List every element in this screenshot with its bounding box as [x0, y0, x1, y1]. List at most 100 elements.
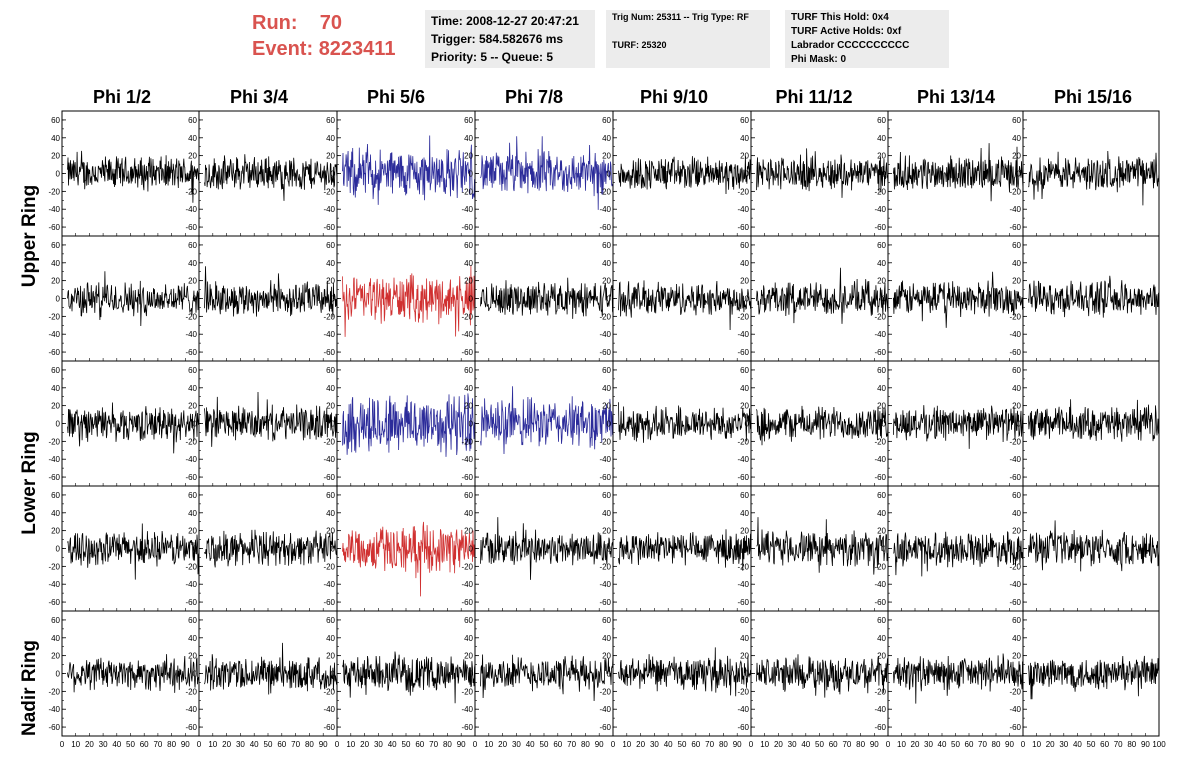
y-tick-label: 60 — [877, 616, 886, 625]
y-tick-label: -60 — [874, 223, 886, 232]
y-tick-label: -60 — [185, 223, 197, 232]
y-tick-label: -20 — [461, 312, 473, 321]
y-tick-label: 40 — [464, 134, 473, 143]
x-tick-label: 60 — [553, 740, 562, 749]
x-tick-label: 0 — [335, 740, 340, 749]
waveform-trace — [756, 148, 889, 198]
run-label: Run: — [252, 12, 298, 34]
y-tick-label: -60 — [737, 223, 749, 232]
y-tick-label: -20 — [599, 437, 611, 446]
x-tick-label: 90 — [1141, 740, 1150, 749]
x-tick-label: 60 — [691, 740, 700, 749]
x-tick-label: 30 — [374, 740, 383, 749]
x-tick-label: 80 — [443, 740, 452, 749]
y-tick-label: 20 — [464, 152, 473, 161]
y-tick-label: 60 — [51, 116, 60, 125]
event-row: Event: 8223411 — [252, 36, 395, 62]
x-tick-label: 20 — [360, 740, 369, 749]
y-tick-label: -60 — [1009, 598, 1021, 607]
x-tick-label: 70 — [705, 740, 714, 749]
time-panel: Time: 2008-12-27 20:47:21 Trigger: 584.5… — [425, 10, 595, 68]
y-tick-label: -60 — [323, 223, 335, 232]
y-tick-label: 0 — [193, 420, 198, 429]
y-tick-label: 40 — [188, 509, 197, 518]
y-tick-label: -60 — [874, 723, 886, 732]
x-tick-label: 10 — [346, 740, 355, 749]
y-tick-label: 40 — [464, 384, 473, 393]
y-tick-label: -40 — [48, 455, 60, 464]
x-tick-label: 70 — [153, 740, 162, 749]
y-tick-label: 60 — [188, 241, 197, 250]
x-tick-label: 10 — [897, 740, 906, 749]
y-tick-label: -60 — [461, 598, 473, 607]
y-tick-label: 20 — [464, 402, 473, 411]
y-tick-label: 0 — [1017, 670, 1022, 679]
y-tick-label: 40 — [464, 259, 473, 268]
x-tick-label: 30 — [788, 740, 797, 749]
waveform-trace — [204, 266, 338, 318]
y-tick-label: -20 — [599, 687, 611, 696]
y-tick-label: 20 — [464, 652, 473, 661]
y-tick-label: 60 — [602, 366, 611, 375]
waveform-trace — [893, 531, 1024, 577]
y-tick-label: 0 — [607, 295, 612, 304]
y-tick-label: 60 — [740, 116, 749, 125]
y-tick-label: 60 — [51, 366, 60, 375]
y-tick-label: 20 — [1012, 527, 1021, 536]
y-tick-label: -20 — [874, 437, 886, 446]
y-tick-label: -60 — [185, 348, 197, 357]
y-tick-label: -40 — [1009, 580, 1021, 589]
column-header-phi-15-16: Phi 15/16 — [1053, 87, 1133, 107]
waveform-trace — [893, 653, 1024, 704]
y-tick-label: 20 — [740, 152, 749, 161]
y-tick-label: 20 — [602, 402, 611, 411]
x-tick-label: 40 — [801, 740, 810, 749]
waveform-trace — [618, 280, 752, 331]
y-tick-label: 0 — [56, 170, 61, 179]
y-tick-label: 60 — [602, 241, 611, 250]
y-tick-label: 40 — [740, 509, 749, 518]
y-tick-label: -20 — [48, 187, 60, 196]
y-tick-label: 0 — [1017, 295, 1022, 304]
y-tick-label: 60 — [1012, 491, 1021, 500]
x-tick-label: 50 — [264, 740, 273, 749]
y-tick-label: -60 — [599, 348, 611, 357]
y-tick-label: -60 — [599, 598, 611, 607]
x-tick-label: 10 — [760, 740, 769, 749]
event-label: Event: — [252, 38, 314, 60]
y-tick-label: 60 — [188, 366, 197, 375]
y-tick-label: 20 — [51, 277, 60, 286]
y-tick-label: -40 — [874, 205, 886, 214]
x-tick-label: 40 — [664, 740, 673, 749]
y-tick-label: -40 — [323, 705, 335, 714]
x-tick-label: 50 — [126, 740, 135, 749]
y-tick-label: 20 — [51, 402, 60, 411]
y-tick-label: -40 — [48, 580, 60, 589]
y-tick-label: 60 — [326, 116, 335, 125]
y-tick-label: -40 — [323, 455, 335, 464]
y-tick-label: 40 — [877, 134, 886, 143]
waveform-trace — [1028, 655, 1160, 700]
y-tick-label: -40 — [48, 205, 60, 214]
y-tick-label: 60 — [602, 491, 611, 500]
y-tick-label: 20 — [1012, 402, 1021, 411]
waveform-trace — [618, 529, 752, 571]
y-tick-label: 60 — [877, 241, 886, 250]
y-tick-label: 20 — [188, 152, 197, 161]
y-tick-label: -60 — [185, 473, 197, 482]
y-tick-label: 40 — [51, 134, 60, 143]
y-tick-label: 60 — [188, 116, 197, 125]
y-tick-label: 20 — [464, 277, 473, 286]
y-tick-label: -60 — [874, 598, 886, 607]
x-tick-label: 40 — [526, 740, 535, 749]
y-tick-label: 20 — [740, 277, 749, 286]
x-tick-label: 70 — [567, 740, 576, 749]
y-tick-label: -20 — [874, 687, 886, 696]
y-tick-label: -40 — [737, 705, 749, 714]
waveform-trace — [756, 517, 889, 575]
y-tick-label: -60 — [874, 473, 886, 482]
waveform-trace — [756, 405, 889, 446]
y-tick-label: -20 — [48, 687, 60, 696]
waveform-trace — [204, 391, 338, 447]
